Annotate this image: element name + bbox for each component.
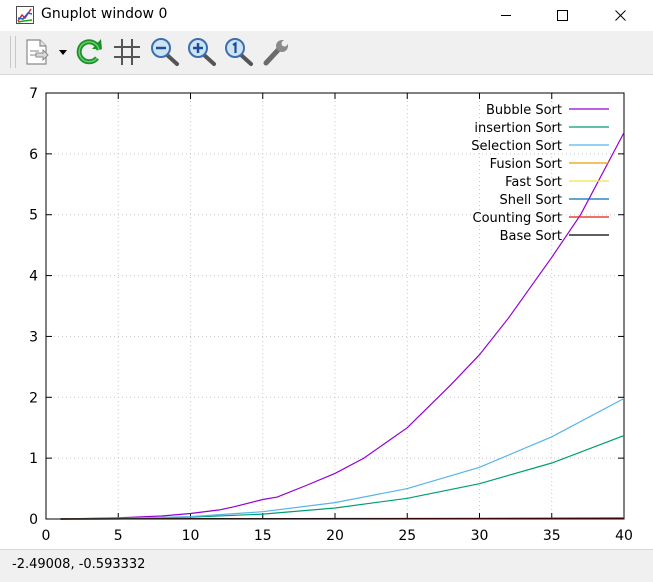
wrench-icon	[263, 40, 288, 66]
legend-label: Bubble Sort	[486, 103, 562, 118]
y-tick-label: 2	[29, 390, 38, 406]
grid-icon	[114, 39, 140, 65]
maximize-button[interactable]	[539, 0, 585, 30]
maximize-icon	[556, 9, 568, 21]
window-title: Gnuplot window 0	[41, 6, 168, 22]
line-chart[interactable]: 0 5 10 15 20 25 30 35 40 0 1 2 3 4 5 6 7 Bubble Sort inser…	[10, 76, 643, 548]
replot-button[interactable]	[74, 36, 106, 68]
x-tick-label: 20	[326, 528, 344, 544]
options-dropdown-button[interactable]	[56, 36, 70, 68]
copy-to-clipboard-button[interactable]	[20, 36, 52, 68]
legend-label: Fast Sort	[505, 175, 562, 190]
legend-label: Counting Sort	[473, 211, 563, 226]
y-tick-label: 6	[29, 147, 38, 163]
x-tick-label: 25	[398, 528, 416, 544]
settings-button[interactable]	[259, 36, 293, 68]
toolbar	[0, 31, 653, 75]
minimize-button[interactable]	[483, 0, 529, 30]
x-tick-label: 40	[615, 528, 633, 544]
autoscale-button[interactable]	[222, 36, 256, 68]
x-tick-label: 10	[182, 528, 200, 544]
x-tick-label: 30	[471, 528, 489, 544]
x-tick-label: 15	[254, 528, 272, 544]
clipboard-icon	[26, 39, 49, 65]
zoom-reset-icon	[225, 38, 253, 66]
toggle-grid-button[interactable]	[111, 36, 143, 68]
series-line-insertion-sort[interactable]	[60, 435, 625, 520]
legend-label: insertion Sort	[474, 121, 562, 136]
series-line-selection-sort[interactable]	[60, 397, 625, 520]
zoom-next-button[interactable]	[185, 36, 219, 68]
y-tick-label: 1	[29, 451, 38, 467]
close-button[interactable]	[597, 0, 643, 30]
y-tick-label: 5	[29, 208, 38, 224]
series-line-bubble-sort[interactable]	[60, 132, 625, 520]
status-bar: -2.49008, -0.593332	[0, 549, 653, 582]
zoom-in-icon	[188, 38, 216, 66]
y-tick-label: 4	[29, 269, 38, 285]
legend-label: Base Sort	[500, 229, 562, 244]
zoom-out-icon	[151, 38, 179, 66]
dropdown-arrow-icon	[59, 50, 67, 55]
gnuplot-app-icon	[16, 6, 34, 24]
close-icon	[614, 9, 626, 21]
mouse-coordinates-readout: -2.49008, -0.593332	[12, 557, 146, 572]
plot-area[interactable]: 0 5 10 15 20 25 30 35 40 0 1 2 3 4 5 6 7 Bubble Sort inser…	[10, 76, 643, 548]
x-tick-label: 0	[42, 528, 51, 544]
y-tick-label: 3	[29, 329, 38, 345]
legend-label: Shell Sort	[500, 193, 563, 208]
title-bar[interactable]: Gnuplot window 0	[0, 0, 653, 31]
toolbar-grip[interactable]	[10, 36, 16, 68]
x-tick-label: 5	[114, 528, 123, 544]
legend-label: Fusion Sort	[490, 157, 562, 172]
y-tick-label: 0	[29, 512, 38, 528]
x-tick-label: 35	[543, 528, 561, 544]
zoom-previous-button[interactable]	[148, 36, 182, 68]
refresh-icon	[76, 39, 102, 65]
legend-label: Selection Sort	[471, 139, 562, 154]
minimize-icon	[501, 15, 511, 16]
y-tick-label: 7	[29, 86, 38, 102]
